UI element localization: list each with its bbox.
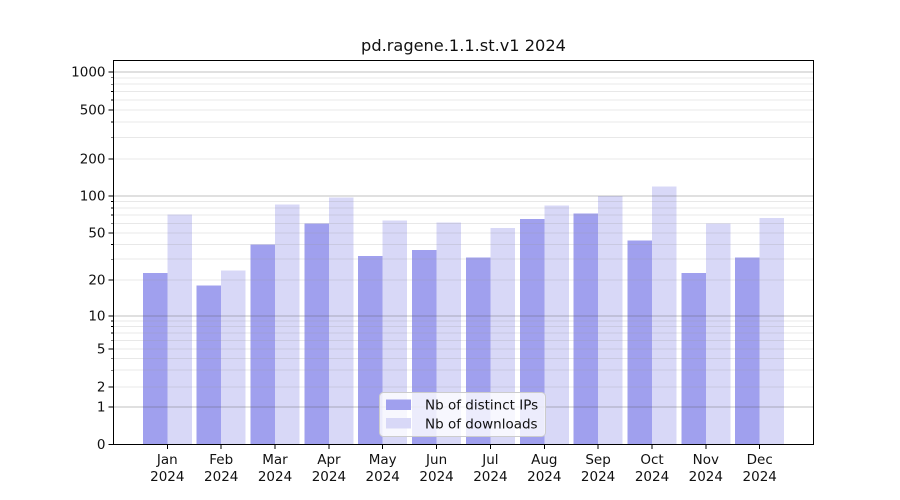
- bar-jan-distinct-ips: [142, 272, 168, 445]
- x-tick-label-feb: Feb: [209, 452, 233, 468]
- y-tick-label-1000: 1000: [71, 65, 105, 81]
- chart-title: pd.ragene.1.1.st.v1 2024: [361, 36, 566, 55]
- bar-jan-downloads: [167, 214, 192, 445]
- x-tick-year-apr: 2024: [312, 469, 346, 485]
- bar-oct-downloads: [652, 186, 677, 445]
- x-tick-label-nov: Nov: [693, 452, 719, 468]
- x-tick-year-mar: 2024: [258, 469, 292, 485]
- x-tick-label-sep: Sep: [585, 452, 610, 468]
- bar-may-distinct-ips: [358, 255, 383, 445]
- y-tick-label-0: 0: [97, 437, 106, 453]
- bar-dec-distinct-ips: [735, 257, 760, 445]
- y-tick-label-1: 1: [97, 400, 106, 416]
- bar-mar-downloads: [275, 204, 300, 445]
- bar-mar-distinct-ips: [250, 244, 275, 445]
- y-tick-label-20: 20: [88, 273, 105, 289]
- bar-nov-distinct-ips: [681, 272, 706, 445]
- bar-feb-downloads: [221, 270, 246, 445]
- legend-box: [379, 392, 546, 437]
- x-tick-year-feb: 2024: [204, 469, 238, 485]
- x-tick-year-sep: 2024: [581, 469, 615, 485]
- x-tick-label-apr: Apr: [317, 452, 341, 468]
- legend: Nb of distinct IPs Nb of downloads: [379, 392, 546, 437]
- x-tick-year-dec: 2024: [743, 469, 777, 485]
- y-tick-label-100: 100: [80, 189, 106, 205]
- x-tick-year-jun: 2024: [419, 469, 453, 485]
- x-tick-year-nov: 2024: [689, 469, 723, 485]
- bar-sep-downloads: [598, 196, 623, 445]
- x-axis: Jan2024Feb2024Mar2024Apr2024May2024Jun20…: [150, 444, 777, 485]
- x-tick-label-may: May: [369, 452, 397, 468]
- bar-nov-downloads: [705, 223, 731, 445]
- legend-label-distinct-ips: Nb of distinct IPs: [425, 398, 538, 414]
- bar-aug-downloads: [544, 205, 569, 445]
- x-tick-label-dec: Dec: [747, 452, 773, 468]
- x-tick-label-aug: Aug: [531, 452, 557, 468]
- y-tick-label-10: 10: [88, 309, 105, 325]
- bar-oct-distinct-ips: [627, 240, 652, 445]
- x-tick-year-jul: 2024: [473, 469, 507, 485]
- y-tick-label-50: 50: [88, 226, 105, 242]
- x-tick-label-jan: Jan: [156, 452, 178, 468]
- bar-apr-downloads: [328, 197, 354, 445]
- legend-swatch-downloads: [386, 418, 411, 429]
- legend-swatch-distinct-ips: [386, 399, 411, 410]
- grid-layer: [113, 71, 814, 408]
- x-tick-label-mar: Mar: [262, 452, 288, 468]
- bar-feb-distinct-ips: [196, 285, 222, 445]
- bar-sep-distinct-ips: [573, 213, 599, 445]
- x-tick-year-jan: 2024: [150, 469, 184, 485]
- x-tick-label-jul: Jul: [481, 452, 498, 468]
- x-tick-year-may: 2024: [366, 469, 400, 485]
- y-tick-label-200: 200: [80, 152, 106, 168]
- legend-label-downloads: Nb of downloads: [425, 417, 538, 433]
- y-tick-label-5: 5: [97, 342, 106, 358]
- bar-apr-distinct-ips: [304, 223, 329, 445]
- plot-border: [113, 60, 814, 445]
- x-tick-year-aug: 2024: [527, 469, 561, 485]
- x-tick-year-oct: 2024: [635, 469, 669, 485]
- y-tick-label-500: 500: [80, 103, 106, 119]
- x-tick-label-oct: Oct: [640, 452, 663, 468]
- y-tick-label-2: 2: [97, 380, 106, 396]
- x-tick-label-jun: Jun: [425, 452, 447, 468]
- y-axis: 0 1 2 5 10 20 50 100 200 500 1000: [71, 65, 114, 453]
- bar-dec-downloads: [759, 218, 785, 445]
